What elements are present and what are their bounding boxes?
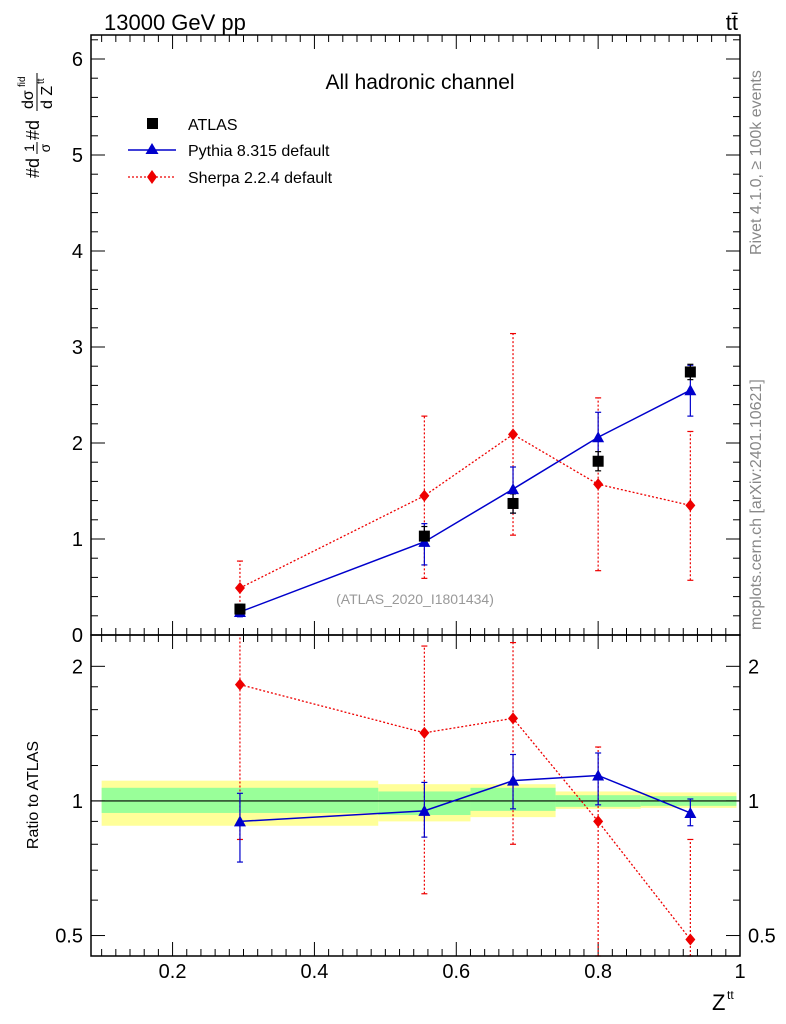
ratio-pythia-point xyxy=(418,804,431,816)
ratio-y-tick-label-right: 2 xyxy=(748,656,759,678)
ratio-y-tick-label-left: 1 xyxy=(72,791,83,813)
legend-pythia-label: Pythia 8.315 default xyxy=(188,143,330,160)
sherpa-point xyxy=(508,428,519,441)
ylabel-one: 1 xyxy=(21,144,37,152)
watermark-label: (ATLAS_2020_I1801434) xyxy=(336,591,494,607)
ylabel-sigma: σ xyxy=(37,143,53,152)
ratio-sherpa-point xyxy=(419,726,430,739)
main-panel: 0 1 2 3 4 5 6 All hadronic channel (ATLAS_2020… xyxy=(17,34,741,647)
ratio-pythia-point xyxy=(233,815,246,827)
legend-sherpa-label: Sherpa 2.2.4 default xyxy=(188,170,333,187)
main-y-axis-label: #d 1 σ #d dσ fid d Z tt xyxy=(17,73,56,178)
main-y-tick-label: 1 xyxy=(72,529,83,551)
legend-pythia-marker xyxy=(145,143,159,154)
main-y-tick-label: 6 xyxy=(72,49,83,71)
ylabel-hash-d-2: #d xyxy=(23,120,43,140)
ratio-y-tick-label-right: 0.5 xyxy=(748,926,776,948)
ratio-y-tick-label-right: 1 xyxy=(748,791,759,813)
mcplots-citation: mcplots.cern.ch [arXiv:2401.10621] xyxy=(748,379,765,630)
main-plot-area: 0 1 2 3 4 5 6 xyxy=(72,35,741,647)
main-y-tick-label: 5 xyxy=(72,145,83,167)
ylabel-fid: fid xyxy=(17,76,28,87)
x-tick-label: 0.6 xyxy=(442,961,470,983)
main-y-tick-label: 2 xyxy=(72,433,83,455)
legend-atlas-marker xyxy=(147,118,158,129)
x-axis-label-sup: tt xyxy=(727,988,734,1002)
legend-sherpa-marker xyxy=(147,170,157,184)
main-y-tick-label: 0 xyxy=(72,625,83,647)
ratio-sherpa-point xyxy=(508,712,519,725)
atlas-point xyxy=(418,530,430,542)
ratio-panel: 0.5 0.51 12 20.2 0.4 0.6 0.8 1 Ratio to ATLAS Z… xyxy=(25,634,776,1015)
x-axis-label: Z tt xyxy=(712,988,734,1015)
ylabel-dsigma: dσ xyxy=(20,90,37,109)
pythia-point xyxy=(507,483,520,495)
pythia-point xyxy=(684,384,697,396)
ratio-pythia-point xyxy=(592,769,605,781)
sherpa-point xyxy=(593,478,604,491)
atlas-point xyxy=(592,455,604,467)
atlas-point xyxy=(234,603,246,615)
ratio-y-axis-label: Ratio to ATLAS xyxy=(25,741,42,849)
atlas-point xyxy=(507,497,519,509)
rivet-version-label: Rivet 4.1.0, ≥ 100k events xyxy=(748,70,765,255)
ylabel-tt: tt xyxy=(36,78,47,84)
main-y-tick-label: 4 xyxy=(72,241,83,263)
ratio-frame xyxy=(90,634,741,957)
pythia-line xyxy=(239,389,691,613)
energy-label: 13000 GeV pp xyxy=(104,10,246,35)
main-y-tick-label: 3 xyxy=(72,337,83,359)
ratio-sherpa-point xyxy=(593,815,604,828)
sherpa-point xyxy=(685,499,696,512)
main-title: All hadronic channel xyxy=(325,71,514,94)
x-axis-label-base: Z xyxy=(712,990,725,1015)
ratio-pythia-point xyxy=(507,774,520,786)
atlas-point xyxy=(684,366,696,378)
legend-atlas-label: ATLAS xyxy=(188,117,238,134)
ylabel-denominator: d Z xyxy=(39,86,56,109)
sherpa-point xyxy=(234,581,245,594)
pythia-point xyxy=(592,431,605,443)
ylabel-hash-d: #d xyxy=(23,158,43,178)
sherpa-point xyxy=(419,489,430,502)
ratio-pythia-point xyxy=(684,806,697,818)
ratio-y-tick-label-left: 2 xyxy=(72,656,83,678)
x-tick-label: 0.4 xyxy=(301,961,329,983)
process-label: tt̄ xyxy=(726,10,738,35)
ratio-plot-area: 0.5 0.51 12 20.2 0.4 0.6 0.8 1 xyxy=(55,634,776,983)
ratio-sherpa-point xyxy=(234,678,245,691)
sherpa-line xyxy=(239,433,691,589)
x-tick-label: 1 xyxy=(734,961,745,983)
legend: ATLAS Pythia 8.315 default Sherpa 2.2.4 … xyxy=(128,117,333,187)
ratio-y-tick-label-left: 0.5 xyxy=(55,926,83,948)
ratio-sherpa-point xyxy=(685,933,696,946)
x-tick-label: 0.2 xyxy=(159,961,187,983)
x-tick-label: 0.8 xyxy=(584,961,612,983)
